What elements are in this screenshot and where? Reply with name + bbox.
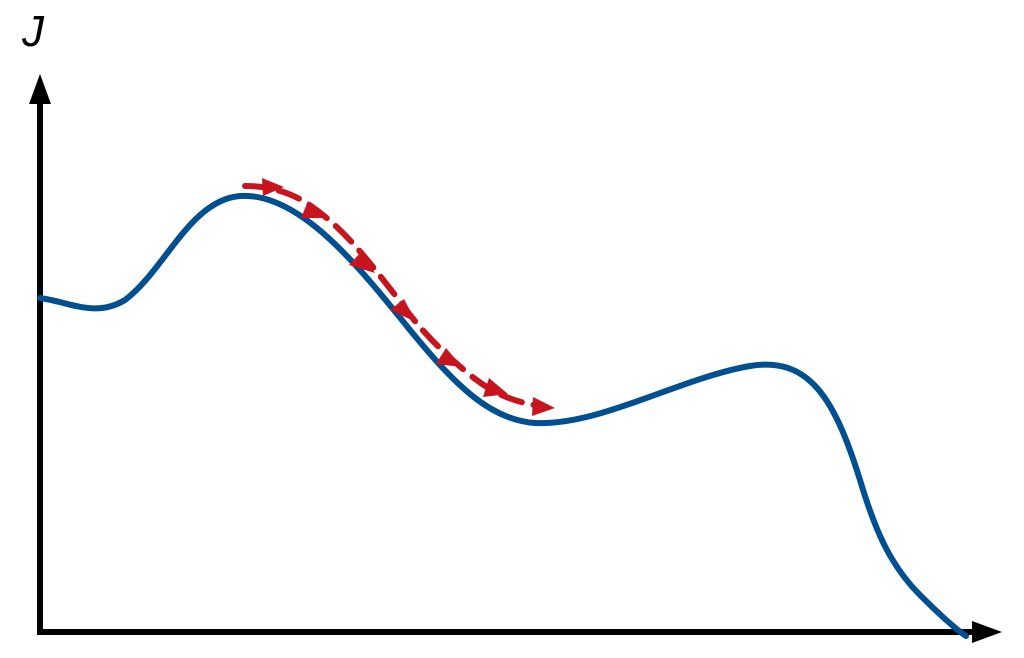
descent-dashed-line — [242, 183, 543, 409]
descent-step-arrow — [483, 378, 508, 397]
y-axis-arrowhead — [29, 74, 51, 104]
descent-step-arrow — [436, 348, 462, 367]
descent-step-arrow — [390, 299, 416, 322]
cost-function-curve — [37, 192, 969, 639]
x-axis-arrowhead — [972, 621, 1002, 643]
axes — [29, 74, 1002, 643]
descent-step-arrow — [349, 251, 375, 273]
descent-step-arrow — [301, 201, 326, 218]
gradient-descent-path — [242, 178, 555, 416]
y-axis-label: J — [22, 7, 44, 56]
descent-step-arrow — [532, 397, 555, 416]
descent-step-arrow — [262, 178, 284, 196]
